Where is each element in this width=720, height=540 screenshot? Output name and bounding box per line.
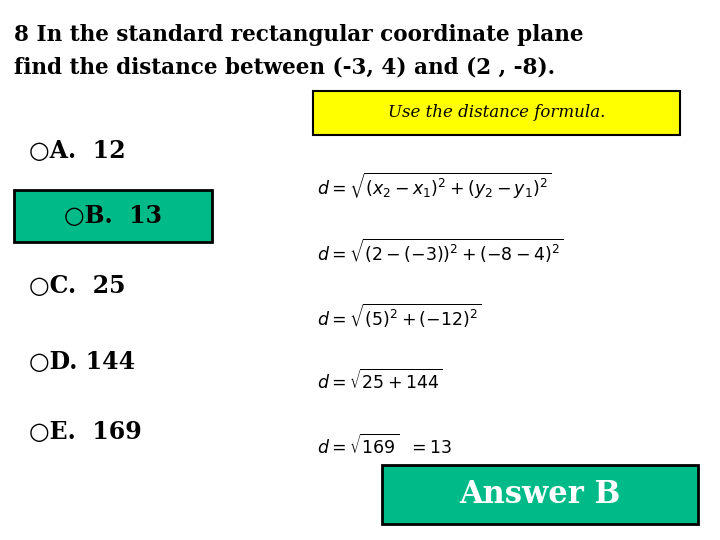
Text: ○D. 144: ○D. 144 xyxy=(29,350,135,374)
Text: ○B.  13: ○B. 13 xyxy=(64,204,163,228)
Text: Answer B: Answer B xyxy=(459,479,621,510)
FancyBboxPatch shape xyxy=(313,91,680,135)
Text: find the distance between (-3, 4) and (2 , -8).: find the distance between (-3, 4) and (2… xyxy=(14,57,556,79)
Text: 8 In the standard rectangular coordinate plane: 8 In the standard rectangular coordinate… xyxy=(14,24,584,46)
FancyBboxPatch shape xyxy=(382,465,698,524)
Text: ○E.  169: ○E. 169 xyxy=(29,420,142,444)
Text: $d = \sqrt{(2-(-3))^2 + (-8-4)^2}$: $d = \sqrt{(2-(-3))^2 + (-8-4)^2}$ xyxy=(317,237,563,265)
Text: ○A.  12: ○A. 12 xyxy=(29,139,125,163)
Text: ○C.  25: ○C. 25 xyxy=(29,274,125,298)
Text: $d = \sqrt{25 + 144}$: $d = \sqrt{25 + 144}$ xyxy=(317,369,442,393)
Text: Use the distance formula.: Use the distance formula. xyxy=(388,104,606,122)
Text: $d = \sqrt{(5)^2 + (-12)^2}$: $d = \sqrt{(5)^2 + (-12)^2}$ xyxy=(317,302,482,330)
Text: $d = \sqrt{169} \ \ = 13$: $d = \sqrt{169} \ \ = 13$ xyxy=(317,434,452,457)
FancyBboxPatch shape xyxy=(14,191,212,241)
Text: $d = \sqrt{(x_2 - x_1)^2 + (y_2 - y_1)^2}$: $d = \sqrt{(x_2 - x_1)^2 + (y_2 - y_1)^2… xyxy=(317,171,552,201)
